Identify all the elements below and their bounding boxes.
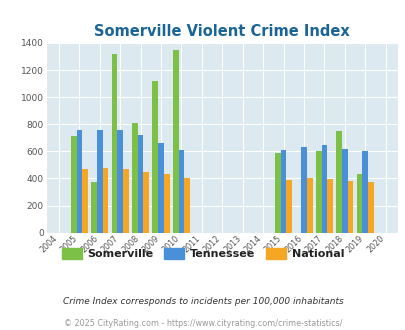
Bar bbox=[286, 180, 291, 233]
Bar bbox=[361, 151, 367, 233]
Bar bbox=[158, 143, 164, 233]
Bar bbox=[70, 136, 76, 233]
Bar bbox=[91, 182, 97, 233]
Bar bbox=[164, 174, 169, 233]
Bar bbox=[280, 150, 286, 233]
Bar bbox=[274, 153, 280, 233]
Bar bbox=[137, 135, 143, 233]
Legend: Somerville, Tennessee, National: Somerville, Tennessee, National bbox=[57, 244, 348, 263]
Bar bbox=[132, 123, 137, 233]
Bar bbox=[102, 168, 108, 233]
Bar bbox=[97, 130, 102, 233]
Bar bbox=[306, 179, 312, 233]
Bar bbox=[301, 147, 306, 233]
Bar bbox=[341, 148, 347, 233]
Bar bbox=[347, 181, 352, 233]
Bar bbox=[143, 172, 149, 233]
Bar bbox=[367, 182, 373, 233]
Bar bbox=[152, 81, 158, 233]
Bar bbox=[123, 169, 128, 233]
Bar bbox=[184, 179, 190, 233]
Text: © 2025 CityRating.com - https://www.cityrating.com/crime-statistics/: © 2025 CityRating.com - https://www.city… bbox=[64, 319, 341, 328]
Bar bbox=[315, 151, 321, 233]
Bar bbox=[178, 150, 184, 233]
Title: Somerville Violent Crime Index: Somerville Violent Crime Index bbox=[94, 24, 349, 39]
Bar bbox=[82, 169, 88, 233]
Bar bbox=[173, 50, 178, 233]
Bar bbox=[335, 131, 341, 233]
Bar bbox=[76, 130, 82, 233]
Bar bbox=[326, 179, 332, 233]
Bar bbox=[321, 145, 326, 233]
Text: Crime Index corresponds to incidents per 100,000 inhabitants: Crime Index corresponds to incidents per… bbox=[62, 297, 343, 307]
Bar bbox=[111, 54, 117, 233]
Bar bbox=[117, 130, 123, 233]
Bar bbox=[356, 174, 361, 233]
